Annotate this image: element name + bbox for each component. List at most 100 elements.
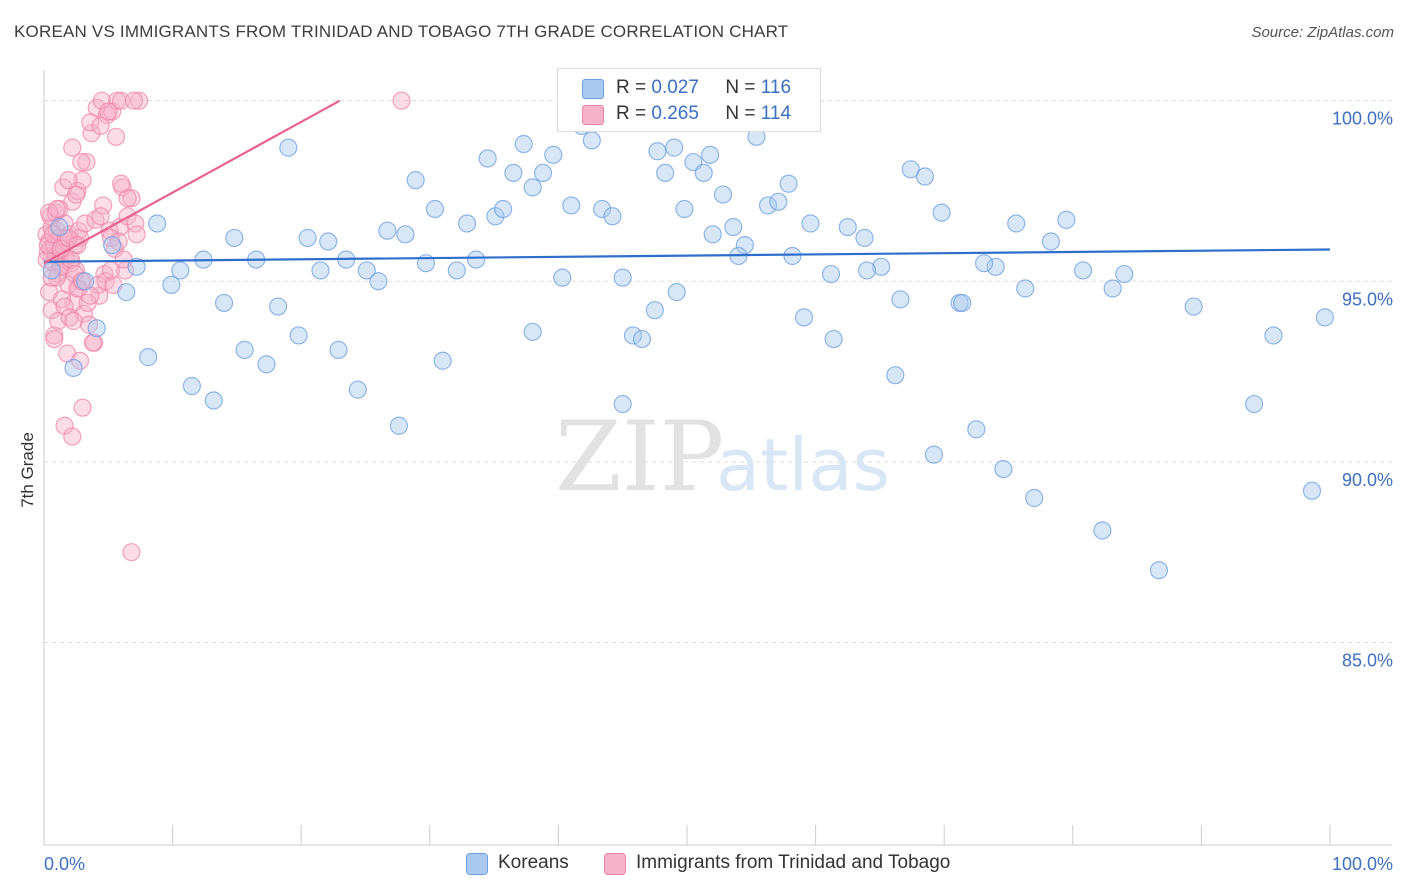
tt-point bbox=[64, 311, 83, 331]
watermark: ZIP atlas bbox=[555, 401, 890, 513]
legend-swatch-tt bbox=[582, 105, 604, 125]
korean-point bbox=[494, 199, 513, 219]
korean-point bbox=[915, 167, 935, 186]
korean-point bbox=[311, 261, 330, 280]
korean-point bbox=[182, 376, 201, 396]
tt-point bbox=[91, 207, 110, 226]
x-tick-label: 0.0% bbox=[44, 854, 85, 874]
tt-point bbox=[52, 290, 72, 309]
legend-n-label: N = bbox=[725, 77, 756, 98]
korean-point bbox=[769, 192, 788, 211]
korean-point bbox=[857, 261, 877, 280]
korean-point bbox=[824, 329, 843, 349]
tt-point bbox=[59, 171, 78, 190]
grid-layer bbox=[44, 100, 1392, 643]
korean-point bbox=[1007, 214, 1026, 233]
legend-r-label: R = bbox=[616, 77, 647, 98]
tt-point bbox=[63, 138, 82, 157]
korean-point bbox=[457, 214, 477, 233]
x-tick-label: 100.0% bbox=[1332, 854, 1393, 874]
korean-point bbox=[613, 394, 632, 414]
korean-point bbox=[872, 257, 891, 276]
korean-point bbox=[1315, 308, 1334, 327]
korean-point bbox=[735, 236, 754, 255]
chart-title: KOREAN VS IMMIGRANTS FROM TRINIDAD AND T… bbox=[14, 22, 789, 41]
tt-point bbox=[72, 152, 91, 172]
korean-point bbox=[42, 261, 61, 280]
source-label: Source: ZipAtlas.com bbox=[1251, 24, 1394, 41]
legend-r-value: 0.027 bbox=[651, 77, 699, 98]
points-layer bbox=[37, 91, 1334, 580]
tt-point bbox=[67, 185, 86, 204]
korean-point bbox=[171, 261, 190, 280]
tt-point bbox=[63, 427, 82, 446]
trend-layer bbox=[43, 99, 1331, 265]
tt-point bbox=[81, 113, 100, 132]
korean-point bbox=[523, 322, 542, 341]
tt-point bbox=[74, 304, 93, 323]
korean-point bbox=[801, 214, 820, 233]
korean-point bbox=[665, 138, 684, 157]
korean-point bbox=[632, 329, 652, 349]
korean-point bbox=[667, 283, 686, 302]
koreans-label: Koreans bbox=[498, 852, 569, 873]
korean-point bbox=[433, 351, 452, 370]
korean-point bbox=[544, 145, 563, 164]
korean-point bbox=[389, 416, 409, 435]
tt-point bbox=[81, 286, 100, 305]
tt-point bbox=[101, 261, 120, 280]
korean-point bbox=[329, 340, 348, 359]
korean-point bbox=[724, 217, 743, 237]
korean-point bbox=[466, 250, 486, 269]
korean-point bbox=[50, 217, 69, 237]
korean-point bbox=[1016, 279, 1035, 298]
korean-point bbox=[891, 290, 910, 309]
korean-point bbox=[139, 348, 158, 367]
korean-point bbox=[1073, 261, 1093, 280]
korean-point bbox=[406, 171, 425, 190]
korean-point bbox=[378, 221, 397, 240]
korean-point bbox=[838, 217, 857, 237]
watermark-atlas: atlas bbox=[716, 423, 890, 507]
tt-trend-line bbox=[43, 99, 341, 265]
tt-point bbox=[78, 293, 97, 313]
korean-point bbox=[623, 326, 643, 345]
korean-point bbox=[1264, 326, 1283, 345]
korean-point bbox=[656, 163, 675, 183]
y-axis-label: 7th Grade bbox=[18, 432, 37, 508]
korean-point bbox=[821, 264, 841, 284]
korean-point bbox=[523, 178, 542, 197]
korean-point bbox=[289, 326, 308, 345]
tt-point bbox=[112, 174, 131, 193]
korean-point bbox=[319, 232, 338, 251]
tt-point bbox=[73, 398, 92, 417]
korean-point bbox=[953, 293, 972, 313]
axes-layer bbox=[43, 70, 1392, 846]
koreans-swatch bbox=[466, 853, 488, 875]
korean-point bbox=[87, 319, 106, 338]
korean-point bbox=[1103, 279, 1122, 298]
watermark-zip: ZIP bbox=[555, 401, 724, 513]
korean-point bbox=[1302, 481, 1322, 500]
tt-point bbox=[76, 214, 95, 233]
korean-point bbox=[924, 445, 944, 464]
tt-point bbox=[99, 102, 118, 121]
tt-point bbox=[47, 199, 66, 219]
legend-r-value: 0.265 bbox=[651, 103, 699, 124]
korean-point bbox=[703, 225, 722, 244]
korean-point bbox=[562, 196, 581, 215]
korean-point bbox=[257, 355, 276, 374]
tt-point bbox=[94, 196, 113, 215]
legend-n-value: 114 bbox=[760, 103, 792, 124]
korean-point bbox=[986, 257, 1005, 276]
korean-point bbox=[1041, 232, 1061, 251]
korean-point bbox=[396, 225, 415, 244]
korean-point bbox=[855, 228, 874, 248]
korean-point bbox=[214, 293, 234, 313]
korean-point bbox=[76, 272, 95, 291]
tt-point bbox=[42, 268, 61, 287]
korean-point bbox=[783, 246, 802, 266]
korean-point bbox=[645, 301, 664, 320]
korean-point bbox=[553, 268, 572, 287]
